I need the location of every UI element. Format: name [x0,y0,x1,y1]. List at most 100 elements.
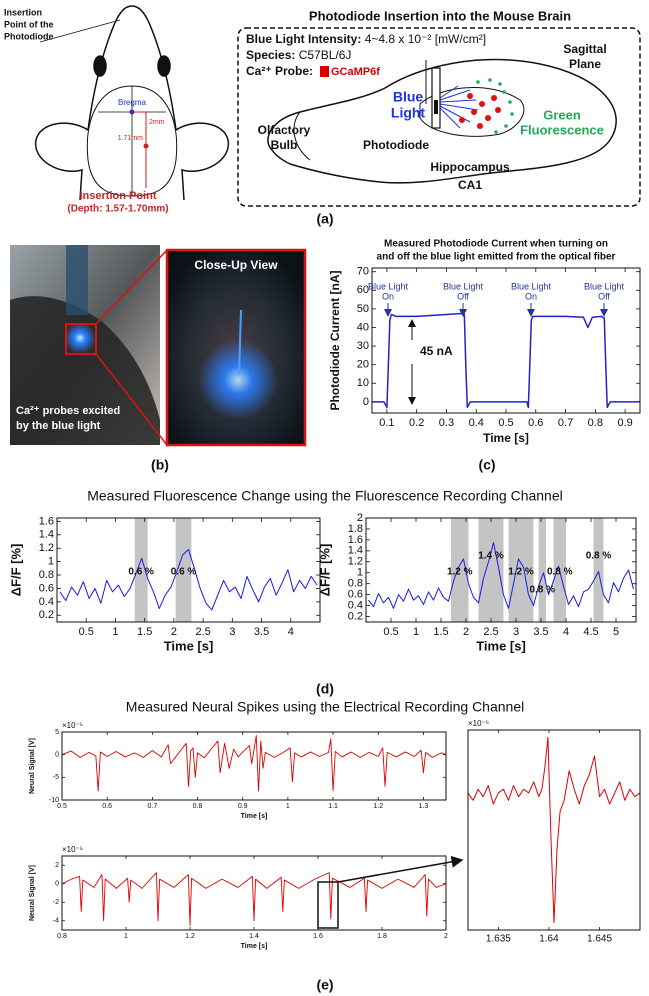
x-tick-label: 3.5 [254,626,269,638]
x-tick-label: 4.5 [583,626,598,638]
photo-glow [64,322,96,354]
species-key: Species: [246,48,295,62]
photo-mouse [10,296,160,445]
y-axis-label: ΔF/F [%] [8,544,23,597]
annotation: Off [598,291,610,301]
insertion-label: Insertion [4,7,42,17]
y-tick-label: 0.8 [348,578,363,590]
y-tick-label: -4 [53,918,59,925]
plot-frame [371,267,641,414]
region-label: 1.4 % [478,551,504,562]
caption: (a) [316,211,333,227]
x-tick-label: 1 [413,626,419,638]
probe: Ca²⁺ Probe: [246,64,313,78]
x-tick-label: 1.6 [313,933,323,940]
x-tick-label: 4 [563,626,569,638]
y-axis-label: Photodiode Current [nA] [328,271,342,411]
x-tick-label: 4 [288,626,294,638]
insertion-depth: (Depth: 1.57-1.70mm) [67,204,168,215]
intensity: Blue Light Intensity: 4~4.8 x 10⁻² [mW/c… [246,32,486,46]
y-axis-label: Neural Signal [V] [29,865,36,921]
chart: 0.8 1 1.2 1.4 1.6 1.8 2 -4 -2 0 2 Time [s] Neural Si… [29,845,448,950]
y-tick-label: 50 [357,303,369,315]
region-label: 0.8 % [547,567,573,578]
x-tick-label: 2.5 [483,626,498,638]
plot-frame [61,731,447,801]
x-tick-label: 0.3 [439,417,454,429]
annotation: On [525,291,537,301]
green-label: Green [543,107,581,122]
chart-title: Measured Photodiode Current when turning… [384,239,608,250]
y-tick-label: 0.6 [39,582,54,594]
caption: (b) [151,457,169,473]
x-tick-label: 2 [463,626,469,638]
x-tick-label: 1.4 [249,933,259,940]
x-tick-label: 1.1 [328,803,338,810]
bulb-line [293,111,311,161]
probe-caption: Ca²⁺ probes excited [16,405,120,417]
y-multiplier: ×10⁻⁵ [62,721,83,730]
insertion-point: Insertion Point [80,190,157,202]
shaded-region [175,518,192,622]
plot-area [468,730,640,930]
blue-light-label: Blue [393,89,424,105]
signal-line [61,872,447,926]
x-tick-label: 3 [229,626,235,638]
y-tick-label: 70 [357,266,369,278]
x-tick-label: 1.8 [377,933,387,940]
plot-area [62,732,446,800]
zoom-line [95,353,168,446]
y-tick-label: 10 [357,377,369,389]
annotation: Blue Light [443,281,484,291]
blue-light-label: Light [391,105,426,121]
annotation: Blue Light [368,281,409,291]
caption: (e) [316,977,333,993]
chart: 0.5 1 1.5 2 2.5 3 3.5 4 4.5 50.20.40.60.811.21.41… [317,512,637,653]
chart: 0.1 0.2 0.3 0.4 0.5 0.6 0.7 0.8 0.9 0 10 20 30 40 50 60… [328,239,641,445]
y-tick-label: 0.4 [348,599,363,611]
x-tick-label: 0.8 [193,803,203,810]
x-tick-label: 0.8 [588,417,603,429]
distance-label: 1.71mm [118,135,143,142]
x-tick-label: 1.645 [587,934,612,945]
caption: (d) [316,681,334,697]
y-tick-label: 1.6 [348,534,363,546]
y-tick-label: 1.2 [39,542,54,554]
x-tick-label: 5 [613,626,619,638]
y-tick-label: -10 [49,797,59,804]
region-label: 0.6 % [128,567,154,578]
y-axis-label: Neural Signal [V] [29,738,36,794]
pointer [39,19,121,43]
hippocampus-outline [419,87,525,137]
species-value: C57BL/6J [299,48,352,62]
probe-key: Ca²⁺ Probe: [246,64,313,78]
x-tick-label: 3.5 [533,626,548,638]
shaded-region [538,518,546,622]
y-tick-label: 40 [357,321,369,333]
species: Species: C57BL/6J [246,48,351,62]
y-tick-label: 2 [55,862,59,869]
dashed-box [237,27,641,207]
hippocampus-label: Hippocampus [430,160,510,174]
x-tick-label: 0.9 [238,803,248,810]
delta-label: 45 nA [420,344,453,358]
x-tick-label: 1.2 [373,803,383,810]
close-up-label: Close-Up View [194,258,278,272]
caption: (c) [478,457,495,473]
y-tick-label: 0.8 [39,569,54,581]
x-tick-label: 1 [112,626,118,638]
chart: 1.635 1.64 1.645 ×10⁻⁵ [467,719,641,945]
x-tick-label: 1.3 [419,803,429,810]
x-tick-label: 1.5 [137,626,152,638]
annotation: Blue Light [511,281,552,291]
annotation: Blue Light [584,281,625,291]
x-tick-label: 0.5 [79,626,94,638]
blue-rays [439,85,479,129]
probe-value: GCaMP6f [331,66,380,78]
x-tick-label: 1.635 [486,934,511,945]
bregma-label: Bregma [118,98,147,107]
zoom-arrow [337,855,464,883]
region-label: 0.6 % [171,567,197,578]
x-axis-label: Time [s] [241,813,268,820]
